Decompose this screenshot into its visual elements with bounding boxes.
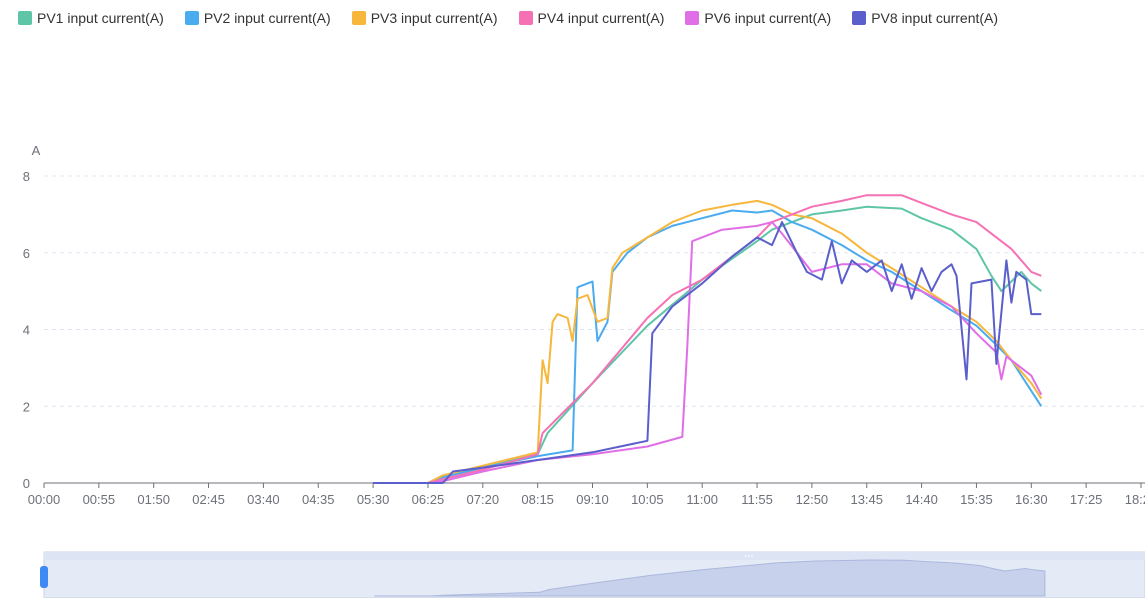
legend-label: PV8 input current(A) — [871, 10, 999, 26]
y-axis: 0 2 4 6 8A — [23, 143, 41, 491]
x-tick-label: 11:00 — [686, 492, 718, 507]
x-tick-label: 09:10 — [576, 492, 609, 507]
legend-swatch — [18, 11, 32, 25]
x-tick-label: 13:45 — [850, 492, 883, 507]
legend-item-2[interactable]: PV2 input current(A) — [184, 10, 331, 26]
y-axis-label: A — [32, 143, 41, 158]
zoom-shadow-area — [374, 559, 1046, 597]
x-tick-label: 04:35 — [302, 492, 335, 507]
series-line-4[interactable] — [373, 194, 1042, 484]
legend-swatch — [351, 11, 366, 25]
x-tick-label: 02:45 — [192, 492, 225, 507]
x-tick-label: 05:30 — [357, 492, 390, 507]
legend-swatch — [184, 11, 199, 25]
legend-item-1[interactable]: PV1 input current(A) — [18, 10, 164, 26]
legend: PV1 input current(A) PV2 input current(A)… — [0, 6, 998, 30]
legend-item-5[interactable]: PV6 input current(A) — [685, 10, 831, 26]
series-line-2[interactable] — [373, 209, 1043, 484]
x-tick-label: 06:25 — [412, 492, 445, 507]
x-tick-label: 17:25 — [1070, 492, 1103, 507]
x-axis: 00:00 00:55 01:50 02:45 03:40 04:35 05:30 06:25… — [28, 482, 1145, 507]
legend-label: PV6 input current(A) — [704, 10, 832, 26]
y-tick-label: 4 — [23, 323, 30, 338]
x-tick-label: 03:40 — [247, 492, 280, 507]
legend-label: PV1 input current(A) — [37, 10, 164, 26]
y-tick-label: 2 — [23, 399, 30, 414]
legend-item-4[interactable]: PV4 input current(A) — [518, 10, 665, 26]
series-line-5[interactable] — [373, 221, 1043, 484]
zoom-handle-left[interactable] — [40, 566, 48, 588]
y-tick-label: 0 — [23, 476, 30, 491]
x-tick-label: 18:20 — [1125, 492, 1145, 507]
x-tick-label: 00:00 — [28, 492, 61, 507]
x-tick-label: 14:40 — [905, 492, 938, 507]
legend-label: PV3 input current(A) — [370, 10, 498, 26]
y-tick-label: 6 — [23, 246, 30, 261]
x-tick-label: 00:55 — [83, 492, 116, 507]
legend-swatch — [852, 11, 867, 25]
zoom-move-handle-icon[interactable] — [745, 555, 753, 557]
x-tick-label: 10:05 — [631, 492, 664, 507]
x-tick-label: 16:30 — [1015, 492, 1048, 507]
zoom-top-bar[interactable] — [44, 552, 1145, 560]
x-tick-label: 15:35 — [960, 492, 993, 507]
grid-lines — [44, 175, 1145, 407]
x-tick-label: 08:15 — [521, 492, 554, 507]
x-tick-label: 11:55 — [741, 492, 773, 507]
legend-swatch — [685, 11, 700, 25]
legend-item-6[interactable]: PV8 input current(A) — [852, 10, 998, 26]
legend-label: PV2 input current(A) — [203, 10, 331, 26]
series-line-3[interactable] — [373, 199, 1043, 484]
x-tick-label: 01:50 — [137, 492, 170, 507]
legend-label: PV4 input current(A) — [537, 10, 665, 26]
data-zoom-slider[interactable] — [40, 551, 1145, 598]
x-tick-label: 12:50 — [796, 492, 829, 507]
legend-item-3[interactable]: PV3 input current(A) — [351, 10, 498, 26]
series-line-1[interactable] — [373, 205, 1042, 484]
series-group — [373, 194, 1043, 484]
series-line-6[interactable] — [373, 221, 1042, 484]
y-tick-label: 8 — [23, 169, 30, 184]
x-tick-label: 07:20 — [467, 492, 500, 507]
legend-swatch — [518, 11, 533, 25]
